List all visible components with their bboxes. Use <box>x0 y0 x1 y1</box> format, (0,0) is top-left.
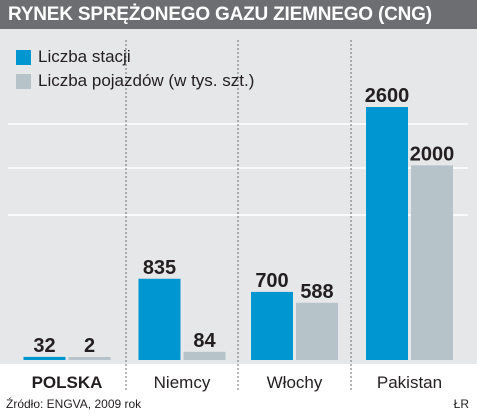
bar-niemcy-vehicles <box>183 351 226 360</box>
bar-włochy-vehicles <box>296 302 338 360</box>
legend-item-stations: Liczba stacji <box>16 45 254 69</box>
data-label-niemcy-stations: 835 <box>143 257 176 279</box>
category-label-polska: POLSKA <box>32 373 103 392</box>
bar-pakistan-stations <box>366 107 408 361</box>
category-label-włochy: Włochy <box>267 373 323 392</box>
data-label-pakistan-stations: 2600 <box>365 85 410 107</box>
author-initials: ŁR <box>453 397 469 411</box>
legend-swatch-stations <box>16 49 31 65</box>
data-label-polska-stations: 32 <box>33 335 55 357</box>
data-label-niemcy-vehicles: 84 <box>193 330 216 352</box>
category-label-niemcy: Niemcy <box>154 373 211 392</box>
bar-polska-vehicles <box>68 357 111 360</box>
chart-title: RYNEK SPRĘŻONEGO GAZU ZIEMNEGO (CNG) <box>8 4 432 25</box>
title-bar: RYNEK SPRĘŻONEGO GAZU ZIEMNEGO (CNG) <box>0 0 477 29</box>
bar-niemcy-stations <box>138 278 181 360</box>
bar-pakistan-vehicles <box>411 165 453 360</box>
legend-label-stations: Liczba stacji <box>38 47 131 66</box>
source-note: Źródło: ENGVA, 2009 rok <box>6 397 142 411</box>
bar-włochy-stations <box>251 291 293 360</box>
data-label-włochy-vehicles: 588 <box>300 281 333 303</box>
bar-polska-stations <box>23 356 66 360</box>
category-label-pakistan: Pakistan <box>377 373 442 392</box>
data-label-włochy-stations: 700 <box>255 270 288 292</box>
data-label-pakistan-vehicles: 2000 <box>410 143 455 165</box>
legend-item-vehicles: Liczba pojazdów (w tys. szt.) <box>16 69 254 93</box>
legend-label-vehicles: Liczba pojazdów (w tys. szt.) <box>38 71 255 90</box>
legend: Liczba stacji Liczba pojazdów (w tys. sz… <box>16 45 254 93</box>
legend-swatch-vehicles <box>16 73 31 89</box>
data-label-polska-vehicles: 2 <box>84 335 95 357</box>
